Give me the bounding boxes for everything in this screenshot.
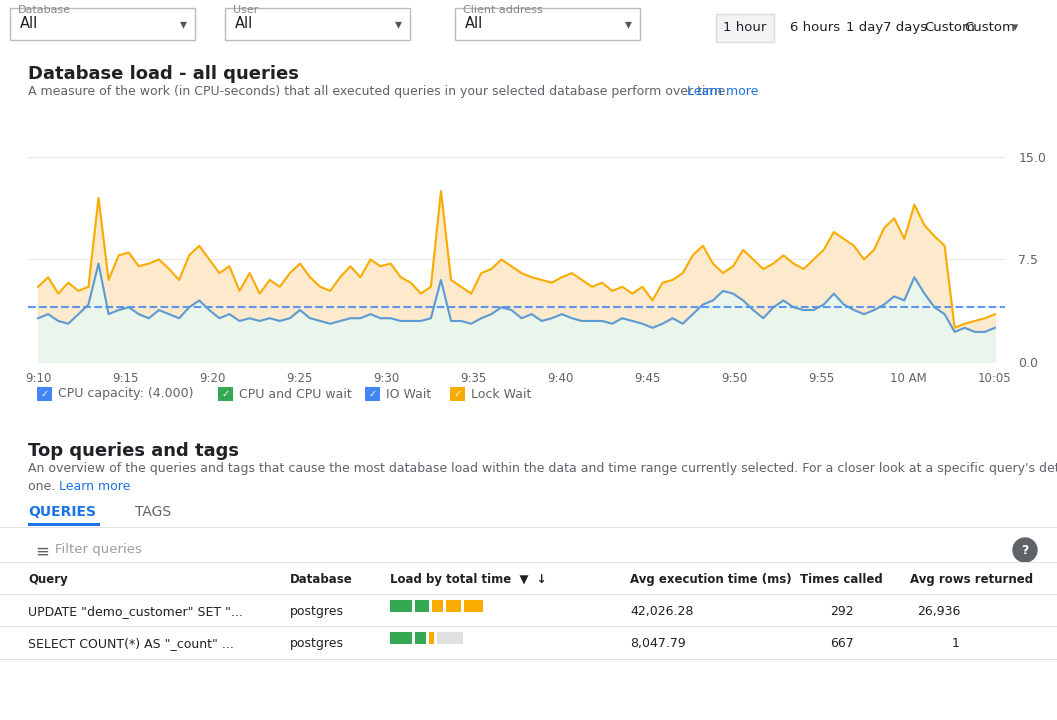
Text: Database: Database [18, 5, 71, 15]
Text: 667: 667 [830, 637, 854, 650]
Text: All: All [20, 17, 38, 32]
Text: ≡: ≡ [35, 543, 49, 561]
Bar [429, 632, 434, 644]
Bar [414, 632, 426, 644]
Bar [225, 8, 410, 40]
Text: Filter queries: Filter queries [55, 543, 142, 556]
Bar [438, 632, 463, 644]
Text: Lock Wait: Lock Wait [471, 387, 532, 400]
Text: 7 days: 7 days [883, 22, 927, 35]
Text: ▾: ▾ [395, 17, 402, 31]
Text: QUERIES: QUERIES [27, 505, 96, 519]
Text: User: User [233, 5, 258, 15]
Text: Avg rows returned: Avg rows returned [910, 573, 1033, 586]
Bar [0, 527, 1057, 528]
Bar [0, 626, 1057, 627]
Text: 6 hours: 6 hours [790, 22, 840, 35]
Text: An overview of the queries and tags that cause the most database load within the: An overview of the queries and tags that… [27, 462, 1057, 475]
Text: Query: Query [27, 573, 68, 586]
Bar [414, 600, 429, 612]
Text: CPU capacity: (4.000): CPU capacity: (4.000) [58, 387, 193, 400]
Text: ✓: ✓ [222, 389, 229, 399]
Text: ▾: ▾ [1012, 22, 1018, 35]
Text: Custom: Custom [965, 22, 1016, 35]
Text: 8,047.79: 8,047.79 [630, 637, 686, 650]
Text: ✓: ✓ [369, 389, 376, 399]
Text: 1: 1 [952, 637, 960, 650]
Bar [0, 562, 1057, 563]
Bar [446, 600, 461, 612]
Bar [455, 8, 639, 40]
Bar [27, 523, 100, 526]
Bar [390, 600, 411, 612]
Text: Learn more: Learn more [687, 85, 758, 98]
Text: ▾: ▾ [180, 17, 187, 31]
Text: All: All [465, 17, 483, 32]
Text: Top queries and tags: Top queries and tags [27, 442, 239, 460]
Text: ✓: ✓ [40, 389, 49, 399]
Text: 26,936: 26,936 [916, 605, 960, 618]
Text: TAGS: TAGS [135, 505, 171, 519]
Text: Client address: Client address [463, 5, 542, 15]
Circle shape [1013, 538, 1037, 562]
Bar [10, 8, 194, 40]
Bar [0, 594, 1057, 595]
Text: Avg execution time (ms): Avg execution time (ms) [630, 573, 792, 586]
Text: All: All [235, 17, 254, 32]
Bar [366, 387, 381, 401]
Bar [37, 387, 52, 401]
Text: SELECT COUNT(*) AS "_count" ...: SELECT COUNT(*) AS "_count" ... [27, 637, 234, 650]
Bar [219, 387, 234, 401]
Text: 1 day: 1 day [847, 22, 884, 35]
Bar [716, 14, 774, 42]
Text: 42,026.28: 42,026.28 [630, 605, 693, 618]
Text: Database load - all queries: Database load - all queries [27, 65, 299, 83]
Text: ▾: ▾ [625, 17, 632, 31]
Text: Load by total time  ▼  ↓: Load by total time ▼ ↓ [390, 573, 546, 586]
Text: postgres: postgres [290, 637, 344, 650]
Text: Times called: Times called [800, 573, 883, 586]
Text: ✓: ✓ [453, 389, 462, 399]
Text: Custom: Custom [925, 22, 976, 35]
Text: postgres: postgres [290, 605, 344, 618]
Text: IO Wait: IO Wait [387, 387, 431, 400]
Text: 292: 292 [830, 605, 854, 618]
Text: UPDATE "demo_customer" SET "...: UPDATE "demo_customer" SET "... [27, 605, 243, 618]
Bar [464, 600, 483, 612]
Text: A measure of the work (in CPU-seconds) that all executed queries in your selecte: A measure of the work (in CPU-seconds) t… [27, 85, 734, 98]
Text: Database: Database [290, 573, 353, 586]
Bar [450, 387, 465, 401]
Bar [432, 600, 443, 612]
Bar [390, 632, 411, 644]
Text: ?: ? [1021, 544, 1028, 557]
Text: Learn more: Learn more [59, 480, 130, 493]
Text: one.: one. [27, 480, 59, 493]
Bar [0, 659, 1057, 660]
Text: CPU and CPU wait: CPU and CPU wait [240, 387, 352, 400]
Text: 1 hour: 1 hour [723, 22, 766, 35]
